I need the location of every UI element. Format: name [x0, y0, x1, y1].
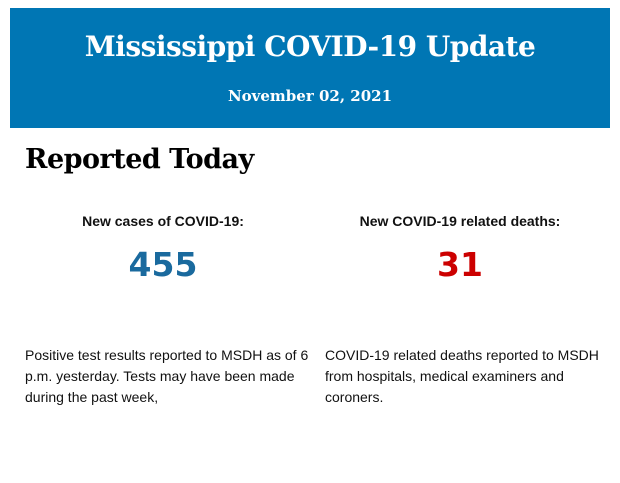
header-banner: Mississippi COVID-19 Update November 02,…	[10, 8, 610, 128]
cases-value: 455	[128, 245, 198, 284]
deaths-block: New COVID-19 related deaths: 31	[320, 213, 600, 284]
deaths-description: COVID-19 related deaths reported to MSDH…	[325, 347, 599, 405]
deaths-label: New COVID-19 related deaths:	[359, 213, 561, 229]
page-title: Mississippi COVID-19 Update	[84, 30, 536, 63]
section-title: Reported Today	[25, 144, 254, 175]
cases-description: Positive test results reported to MSDH a…	[25, 347, 309, 405]
cases-block: New cases of COVID-19: 455	[23, 213, 303, 284]
cases-label: New cases of COVID-19:	[82, 213, 244, 229]
deaths-value: 31	[437, 245, 483, 284]
report-date: November 02, 2021	[227, 87, 393, 105]
